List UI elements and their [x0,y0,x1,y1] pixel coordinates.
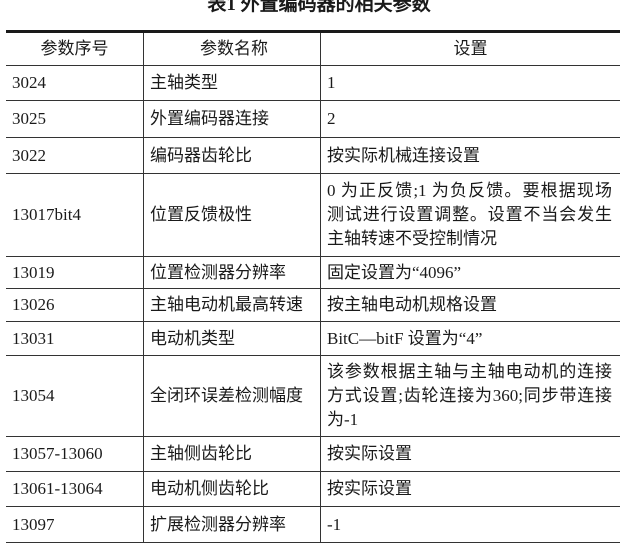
param-setting: 固定设置为“4096” [320,256,620,289]
header-row: 参数序号 参数名称 设置 [6,31,620,66]
param-name: 全闭环误差检测幅度 [143,355,321,437]
table-row: 13019 位置检测器分辨率 固定设置为“4096” [6,256,620,289]
table-row: 13061-13064 电动机侧齿轮比 按实际设置 [6,471,620,507]
param-name: 扩展检测器分辨率 [143,506,321,543]
table-row: 13054 全闭环误差检测幅度 该参数根据主轴与主轴电动机的连接方式设置;齿轮连… [6,355,620,437]
parameter-table: 参数序号 参数名称 设置 3024 主轴类型 1 3025 外置编码器连接 2 … [6,30,620,543]
table-row: 13057-13060 主轴侧齿轮比 按实际设置 [6,436,620,472]
param-no: 13061-13064 [6,471,144,507]
param-name: 位置检测器分辨率 [143,256,321,289]
param-name: 主轴类型 [143,65,321,101]
table-row: 13026 主轴电动机最高转速 按主轴电动机规格设置 [6,288,620,322]
param-no: 3024 [6,65,144,101]
table-row: 13031 电动机类型 BitC—bitF 设置为“4” [6,321,620,356]
param-name: 电动机类型 [143,321,321,356]
param-no: 3022 [6,137,144,174]
param-no: 3025 [6,100,144,138]
param-setting: -1 [320,506,620,543]
header-param-name: 参数名称 [143,31,321,66]
param-setting: 0 为正反馈;1 为负反馈。要根据现场测试进行设置调整。设置不当会发生主轴转速不… [320,173,620,257]
param-no: 13054 [6,355,144,437]
param-no: 13057-13060 [6,436,144,472]
header-param-no: 参数序号 [6,31,144,66]
param-no: 13019 [6,256,144,289]
param-no: 13017bit4 [6,173,144,257]
param-name: 外置编码器连接 [143,100,321,138]
header-setting: 设置 [320,31,620,66]
param-name: 主轴电动机最高转速 [143,288,321,322]
table-row: 13097 扩展检测器分辨率 -1 [6,506,620,543]
param-setting: 该参数根据主轴与主轴电动机的连接方式设置;齿轮连接为360;同步带连接为-1 [320,355,620,437]
param-setting: 按实际机械连接设置 [320,137,620,174]
param-no: 13097 [6,506,144,543]
param-name: 电动机侧齿轮比 [143,471,321,507]
table-title: 表1 外置编码器的相关参数 [207,0,431,15]
param-setting: 按主轴电动机规格设置 [320,288,620,322]
param-setting: 1 [320,65,620,101]
table-row: 13017bit4 位置反馈极性 0 为正反馈;1 为负反馈。要根据现场测试进行… [6,173,620,257]
param-setting: 2 [320,100,620,138]
param-no: 13026 [6,288,144,322]
table-row: 3024 主轴类型 1 [6,65,620,101]
param-name: 编码器齿轮比 [143,137,321,174]
param-name: 主轴侧齿轮比 [143,436,321,472]
param-setting: 按实际设置 [320,436,620,472]
param-setting: 按实际设置 [320,471,620,507]
param-name: 位置反馈极性 [143,173,321,257]
param-setting: BitC—bitF 设置为“4” [320,321,620,356]
param-no: 13031 [6,321,144,356]
table-row: 3025 外置编码器连接 2 [6,100,620,138]
table-row: 3022 编码器齿轮比 按实际机械连接设置 [6,137,620,174]
